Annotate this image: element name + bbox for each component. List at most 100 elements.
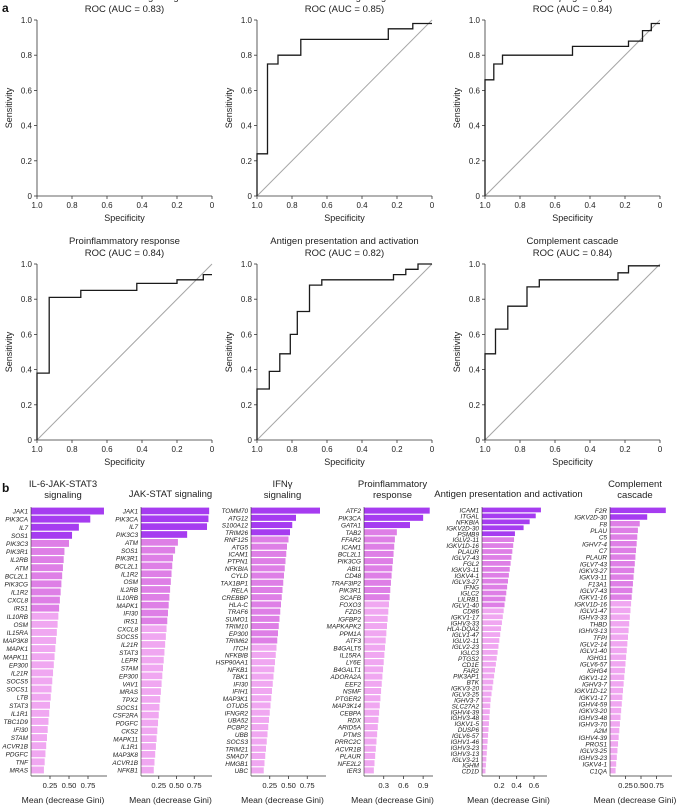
gini-gene-label: IL21R <box>121 642 138 649</box>
roc-auc-subtitle: ROC (AUC = 0.82) <box>305 248 384 259</box>
gini-gene-label: TRIM62 <box>225 638 248 645</box>
roc-x-tick-label: 0.8 <box>66 445 78 454</box>
gini-gene-label: DUSP6 <box>458 727 480 734</box>
gini-bar <box>364 608 389 615</box>
gini-bar <box>251 522 293 529</box>
gini-bar <box>364 630 387 637</box>
gini-bar <box>31 620 58 628</box>
roc-y-axis-label: Sensitivity <box>4 331 14 372</box>
roc-x-tick-label: 0.6 <box>549 201 561 210</box>
roc-y-axis-label: Sensitivity <box>4 87 14 128</box>
gini-gene-label: OSM <box>13 622 28 629</box>
gini-bar <box>610 574 634 580</box>
gini-chart-4: Proinflammatory response ATF2PIK3CAGATA1TA… <box>327 479 434 805</box>
roc-y-tick-label: 0.4 <box>241 366 253 375</box>
roc-diagonal-reference <box>256 263 433 441</box>
gini-x-tick-label: 0.50 <box>169 781 184 790</box>
gini-gene-label: IGHV3-48 <box>451 715 480 722</box>
gini-gene-label: PSMB9 <box>457 531 479 538</box>
gini-gene-label: IL1R1 <box>11 711 28 718</box>
gini-gene-label: CD1E <box>462 662 480 669</box>
gini-bar <box>251 543 287 550</box>
gini-bar <box>610 581 633 587</box>
roc-y-tick-label: 0 <box>28 192 33 201</box>
gini-bar <box>482 673 495 679</box>
gini-gene-label: IRS1 <box>124 618 139 625</box>
gini-gene-label: PIK3CA <box>5 517 28 524</box>
gini-bar <box>364 565 393 572</box>
gini-bar <box>141 664 164 672</box>
gini-bar <box>364 637 386 644</box>
gini-bar <box>482 632 501 637</box>
gini-gene-label: IL2RB <box>10 557 28 564</box>
roc-y-tick-label: 0 <box>476 436 481 445</box>
roc-y-tick-label: 0.8 <box>21 51 33 60</box>
gini-x-axis-label: Mean (decrease Gini) <box>22 795 105 805</box>
gini-bar <box>482 602 505 608</box>
gini-gene-label: UBA52 <box>228 717 249 724</box>
roc-y-tick-label: 0.8 <box>241 295 253 304</box>
gini-gene-label: IL15RA <box>7 630 28 637</box>
gini-gene-label: BTK <box>467 680 480 687</box>
panel-label-a: a <box>2 1 9 15</box>
gini-bar <box>141 515 209 523</box>
gini-gene-label: IGLV6-57 <box>580 661 607 668</box>
gini-gene-label: TRAF3IP2 <box>331 580 361 587</box>
gini-bar <box>364 543 395 550</box>
gini-bar <box>31 588 61 596</box>
gini-gene-label: IGLV2-14 <box>580 641 607 648</box>
gini-bar <box>364 601 389 608</box>
roc-x-tick-label: 0 <box>430 445 435 454</box>
gini-gene-label: IFNG <box>464 585 479 592</box>
gini-bar <box>364 716 379 723</box>
roc-y-tick-label: 0 <box>248 192 253 201</box>
gini-gene-label: EP300 <box>229 631 249 638</box>
gini-bar <box>31 726 48 733</box>
gini-bar <box>610 734 619 741</box>
roc-curve <box>256 22 432 196</box>
gini-gene-label: MAPK1 <box>6 646 28 653</box>
gini-gene-label: IGHM <box>462 763 479 770</box>
gini-x-axis-label: Mean (decrease Gini) <box>241 795 324 805</box>
roc-curve <box>484 265 660 440</box>
gini-bar <box>364 738 377 745</box>
gini-gene-label: FAR2 <box>463 668 479 675</box>
gini-gene-label: MAP3K8 <box>3 638 29 645</box>
gini-bar <box>610 721 620 727</box>
gini-x-tick-label: 0.6 <box>398 781 409 790</box>
gini-bar <box>251 731 268 738</box>
gini-bar <box>251 623 279 630</box>
gini-bar <box>141 751 156 758</box>
gini-bar <box>482 739 488 744</box>
gini-bar <box>610 547 637 554</box>
gini-gene-label: F2R <box>595 508 607 515</box>
gini-x-tick-label: 0.75 <box>81 781 96 790</box>
gini-gene-label: UBB <box>235 732 249 739</box>
gini-gene-label: ABI1 <box>346 566 361 573</box>
gini-bar <box>482 727 489 732</box>
gini-bar <box>482 733 489 738</box>
gini-gene-label: F8 <box>600 521 608 528</box>
gini-gene-label: TPX2 <box>122 697 138 704</box>
gini-bar <box>141 593 170 601</box>
gini-bar <box>482 584 508 590</box>
gini-bar <box>31 628 57 636</box>
gini-gene-label: IGLV3-27 <box>452 579 479 586</box>
gini-bar <box>610 741 619 747</box>
gini-bar <box>364 680 382 687</box>
roc-title: IFNγ signaling <box>542 0 602 3</box>
gini-gene-label: FZD5 <box>345 609 361 616</box>
gini-bar <box>482 519 530 525</box>
gini-bar <box>610 681 624 687</box>
gini-gene-label: IGHV3-48 <box>579 715 608 722</box>
gini-gene-label: IGKV1-17 <box>579 695 608 702</box>
gini-bar <box>364 767 374 774</box>
gini-bar <box>141 766 154 774</box>
gini-bar <box>364 673 383 680</box>
gini-bar <box>364 702 380 709</box>
gini-bar <box>482 561 511 566</box>
roc-y-tick-label: 0.2 <box>241 401 253 410</box>
gini-bar <box>364 752 376 759</box>
gini-bar <box>251 558 286 565</box>
